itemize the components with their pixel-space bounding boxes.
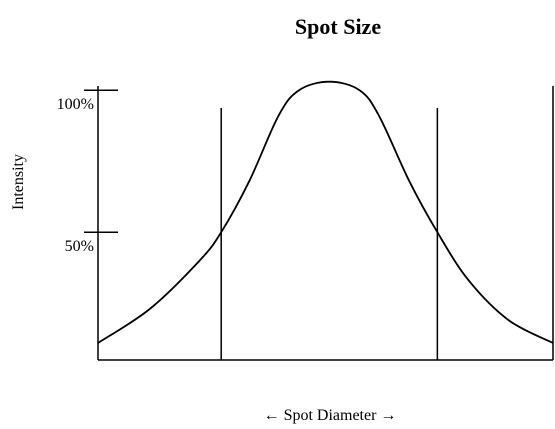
- x-axis-label: ← Spot Diameter →: [264, 407, 397, 424]
- intensity-curve: [97, 80, 554, 344]
- y-tick-label: 100%: [57, 96, 94, 113]
- chart-title: Spot Size: [295, 14, 381, 39]
- y-tick-label: 50%: [65, 238, 94, 255]
- y-axis-label: Intensity: [10, 154, 27, 210]
